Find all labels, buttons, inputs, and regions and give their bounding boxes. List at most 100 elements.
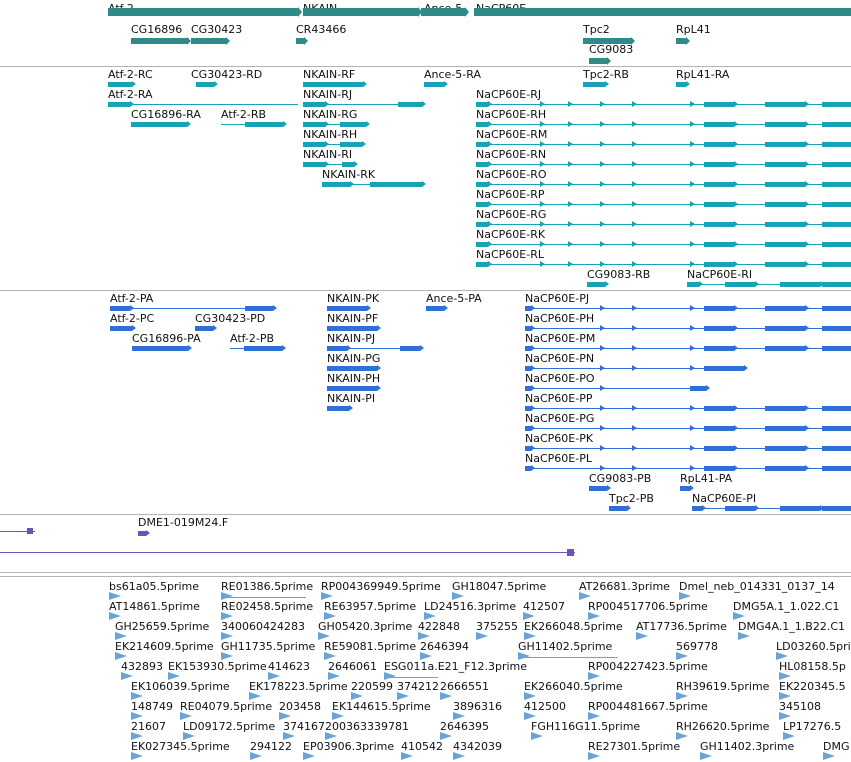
transcript-track-protein[interactable]: Atf-2-PA NKAIN-PK Ance-5-PA NaCP60E-PJ Atf-2… (0, 0, 851, 514)
est-label[interactable]: RP004517706.5prime (588, 600, 708, 613)
est-label[interactable]: Dmel_neb_014331_0137_14 (679, 580, 835, 593)
exon-block (680, 486, 690, 491)
exon-block (303, 82, 363, 87)
exon-arrow-icon (690, 425, 695, 431)
est-label[interactable]: RH26620.5prime (676, 720, 770, 733)
est-label[interactable]: AT26681.3prime (579, 580, 670, 593)
est-label[interactable]: DMG5A.1_1.022.C1 (733, 600, 840, 613)
est-label[interactable]: GH11735.5prime (221, 640, 316, 653)
est-label[interactable]: 200363339781 (325, 720, 409, 733)
est-arrow-icon (221, 652, 233, 660)
est-label[interactable]: EK106039.5prime (131, 680, 230, 693)
est-label[interactable]: 422848 (418, 620, 460, 633)
est-label[interactable]: LP17276.5 (783, 720, 842, 733)
est-label[interactable]: 2646061 (328, 660, 377, 673)
est-label[interactable]: GH18047.5prime (452, 580, 547, 593)
est-label[interactable]: EK220345.5 (779, 680, 846, 693)
est-label[interactable]: 345108 (779, 700, 821, 713)
est-label[interactable]: 412507 (523, 600, 565, 613)
est-label[interactable]: RP004227423.5prime (588, 660, 708, 673)
est-label[interactable]: 374212 (397, 680, 439, 693)
exon-block (327, 366, 377, 371)
est-label[interactable]: 148749 (131, 700, 173, 713)
exon-block (108, 82, 132, 87)
est-label[interactable]: EP03906.3prime (303, 740, 395, 753)
feature-label: Tpc2-PB (609, 492, 654, 505)
est-label[interactable]: GH25659.5prime (115, 620, 210, 633)
est-label[interactable]: 375255 (476, 620, 518, 633)
est-label[interactable]: EK153930.5prime (168, 660, 267, 673)
est-label[interactable]: 340060424283 (221, 620, 305, 633)
est-label[interactable]: bs61a05.5prime (109, 580, 199, 593)
clone-track[interactable]: DME1-019M24.F (0, 0, 851, 572)
est-label[interactable]: FGH116G11.5prime (531, 720, 641, 733)
feature-label: NaCP60E-RK (476, 228, 546, 241)
exon-block (704, 366, 744, 371)
est-label[interactable]: 2646394 (420, 640, 469, 653)
exon-block (110, 326, 132, 331)
exon-arrow-icon (690, 101, 695, 107)
est-arrow-icon (823, 752, 835, 760)
est-label[interactable]: RE63957.5prime (324, 600, 417, 613)
exon-arrow-icon (690, 445, 695, 451)
est-label[interactable]: LD24516.3prime (424, 600, 517, 613)
est-label[interactable]: EK027345.5prime (131, 740, 230, 753)
exon-block (421, 8, 465, 16)
transcript-track-rna[interactable]: Atf-2-RC CG30423-RD NKAIN-RF Ance-5-RA Tpc2-… (0, 0, 851, 290)
est-label[interactable]: 220599 (351, 680, 393, 693)
est-label[interactable]: DMG4A.1_1.B22.C1 (738, 620, 846, 633)
est-label[interactable]: GH11402.3prime (700, 740, 795, 753)
feature-label: NaCP60E-PM (525, 332, 596, 345)
gene-track[interactable]: Atf-2NKAINAnce-5NaCP60ECG16896CG30423CR4… (0, 0, 851, 66)
est-arrow-icon (332, 712, 344, 720)
est-label[interactable]: 374167 (283, 720, 325, 733)
est-label[interactable]: 410542 (401, 740, 443, 753)
est-label[interactable]: 432893 (121, 660, 163, 673)
strand-arrow-icon (349, 405, 353, 411)
est-label[interactable]: RP004481667.5prime (588, 700, 708, 713)
est-label[interactable]: GH11402.5prime (518, 640, 613, 653)
est-label[interactable]: RE59081.5prime (324, 640, 417, 653)
est-label[interactable]: HL08158.5p (779, 660, 846, 673)
est-arrow-icon (131, 692, 143, 700)
est-label[interactable]: EK144615.5prime (332, 700, 431, 713)
strand-arrow-icon (488, 241, 492, 247)
est-label[interactable]: RH39619.5prime (676, 680, 770, 693)
est-label[interactable]: 412500 (524, 700, 566, 713)
est-label[interactable]: 294122 (250, 740, 292, 753)
est-label[interactable]: 2666551 (440, 680, 489, 693)
est-label[interactable]: RE04079.5prime (180, 700, 273, 713)
est-label[interactable]: 21607 (131, 720, 166, 733)
est-label[interactable]: LD03260.5prime (776, 640, 851, 653)
est-label[interactable]: ESG011a.E21_F12.3prime (384, 660, 527, 673)
est-arrow-icon (283, 732, 295, 740)
est-label[interactable]: EK178223.5prime (249, 680, 348, 693)
est-label[interactable]: LD09172.5prime (183, 720, 276, 733)
est-label[interactable]: EK214609.5prime (115, 640, 214, 653)
exon-arrow-icon (690, 221, 695, 227)
exon-block (780, 282, 820, 287)
est-label[interactable]: RE02458.5prime (221, 600, 314, 613)
est-label[interactable]: AT17736.5prime (636, 620, 727, 633)
est-label[interactable]: 203458 (279, 700, 321, 713)
est-label[interactable]: EK266048.5prime (524, 620, 623, 633)
est-label[interactable]: RE27301.5prime (588, 740, 681, 753)
est-label[interactable]: RP004369949.5prime (321, 580, 441, 593)
est-label[interactable]: 569778 (676, 640, 718, 653)
est-label[interactable]: AT14861.5prime (109, 600, 200, 613)
est-label[interactable]: 4342039 (453, 740, 502, 753)
est-label[interactable]: GH05420.3prime (318, 620, 413, 633)
est-label[interactable]: EK266040.5prime (524, 680, 623, 693)
strand-arrow-icon (805, 465, 809, 471)
est-label[interactable]: 2646395 (440, 720, 489, 733)
est-arrow-icon (776, 652, 788, 660)
est-label[interactable]: 3896316 (453, 700, 502, 713)
strand-arrow-icon (488, 181, 492, 187)
clone-line (0, 531, 35, 532)
est-label[interactable]: RE01386.5prime (221, 580, 314, 593)
strand-arrow-icon (444, 305, 448, 311)
est-label[interactable]: 414623 (268, 660, 310, 673)
est-label[interactable]: DMG (823, 740, 850, 753)
